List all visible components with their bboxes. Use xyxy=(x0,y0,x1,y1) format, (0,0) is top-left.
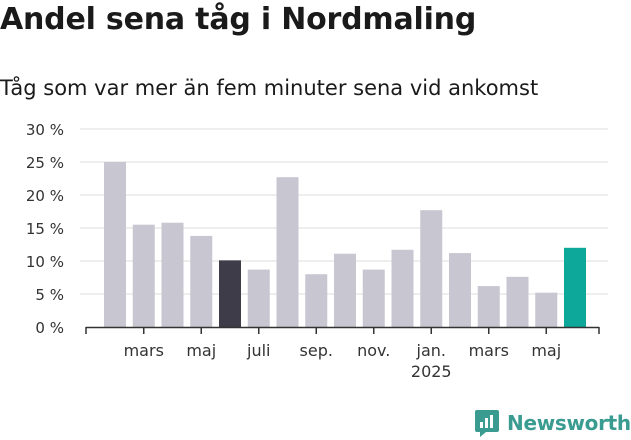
bar xyxy=(305,274,328,327)
x-axis-tick-labels: mars maj juli sep. nov. jan. 2025 mars maj xyxy=(124,341,562,381)
bar xyxy=(420,210,443,327)
x-axis xyxy=(85,326,600,334)
brand-name: Newsworthy xyxy=(507,411,631,435)
y-tick-label: 5 % xyxy=(35,286,64,304)
bar xyxy=(334,253,356,327)
bar xyxy=(104,162,126,327)
bar xyxy=(391,249,414,327)
bar xyxy=(535,292,558,327)
x-tick-sublabel: 2025 xyxy=(411,362,452,381)
x-tick-label: juli xyxy=(246,341,270,360)
brand-logo: Newsworthy xyxy=(474,406,631,440)
x-tick-label: mars xyxy=(124,341,164,360)
bar xyxy=(219,260,241,327)
bar xyxy=(506,276,529,327)
x-tick-label: nov. xyxy=(357,341,390,360)
chart-title: Andel sena tåg i Nordmaling xyxy=(0,2,477,37)
bar xyxy=(276,177,299,327)
y-tick-label: 15 % xyxy=(26,220,64,238)
y-tick-label: 30 % xyxy=(26,121,64,139)
bar xyxy=(449,253,471,327)
newsworthy-logo-icon xyxy=(475,410,499,437)
bar xyxy=(132,224,155,327)
x-tick-label: maj xyxy=(186,341,216,360)
y-axis-tick-labels: 0 % 5 % 10 % 15 % 20 % 25 % 30 % xyxy=(26,121,64,337)
y-tick-label: 0 % xyxy=(35,319,64,337)
y-tick-label: 25 % xyxy=(26,154,64,172)
bar xyxy=(362,269,385,327)
y-tick-label: 20 % xyxy=(26,187,64,205)
bar xyxy=(190,235,213,327)
bar xyxy=(161,222,184,327)
x-tick-label: maj xyxy=(531,341,561,360)
x-tick-label: jan. xyxy=(416,341,446,360)
chart-subtitle: Tåg som var mer än fem minuter sena vid … xyxy=(0,76,539,100)
y-tick-label: 10 % xyxy=(26,253,64,271)
bar-chart: 0 % 5 % 10 % 15 % 20 % 25 % 30 % mars maj juli se… xyxy=(26,121,608,381)
bar xyxy=(477,286,500,327)
bar xyxy=(247,269,270,327)
x-tick-label: mars xyxy=(469,341,509,360)
bars xyxy=(104,162,586,327)
x-tick-label: sep. xyxy=(300,341,333,360)
bar xyxy=(564,247,586,327)
